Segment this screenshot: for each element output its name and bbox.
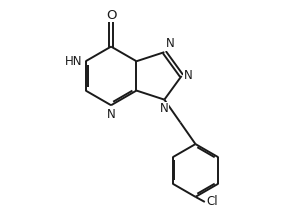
Text: N: N: [107, 108, 116, 121]
Text: N: N: [166, 37, 175, 50]
Text: N: N: [160, 102, 169, 115]
Text: Cl: Cl: [206, 196, 218, 208]
Text: O: O: [106, 9, 116, 22]
Text: HN: HN: [65, 55, 82, 68]
Text: N: N: [184, 69, 192, 82]
